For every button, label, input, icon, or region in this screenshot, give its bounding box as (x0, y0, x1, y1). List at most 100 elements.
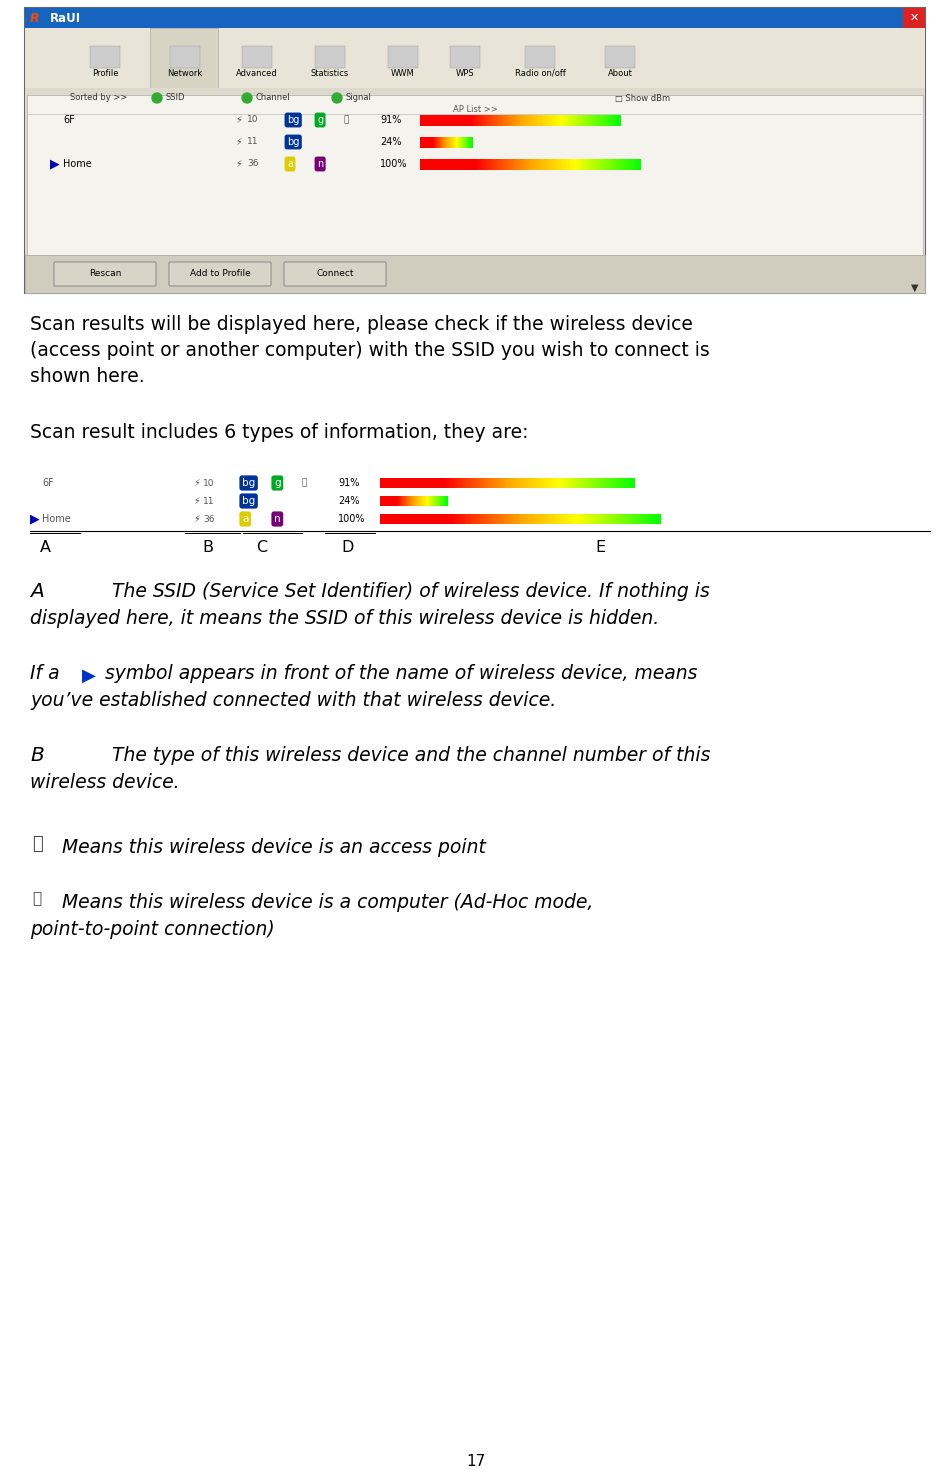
Bar (406, 515, 409, 524)
Bar (496, 515, 499, 524)
Bar (644, 515, 647, 524)
Text: g: g (274, 478, 281, 488)
Bar (468, 115, 471, 126)
Bar (464, 515, 467, 524)
Bar (545, 115, 547, 126)
Bar (429, 495, 430, 506)
Text: 100%: 100% (380, 160, 407, 169)
Bar (437, 160, 438, 170)
Bar (399, 478, 401, 488)
Bar (577, 160, 580, 170)
Bar (525, 160, 527, 170)
Bar (578, 115, 580, 126)
Bar (613, 115, 615, 126)
Text: Means this wireless device is a computer (Ad-Hoc mode,: Means this wireless device is a computer… (62, 893, 593, 913)
Text: ⚡: ⚡ (193, 495, 200, 506)
Bar (576, 115, 579, 126)
Text: 10: 10 (203, 479, 215, 488)
Bar (555, 160, 558, 170)
Bar (588, 478, 590, 488)
Bar (435, 495, 436, 506)
Bar (462, 478, 465, 488)
Bar (441, 495, 442, 506)
Bar (428, 115, 431, 126)
Bar (431, 495, 432, 506)
Bar (638, 160, 641, 170)
Bar (420, 495, 422, 506)
Bar (478, 115, 480, 126)
Bar (470, 115, 472, 126)
Bar (429, 495, 430, 506)
Bar (572, 515, 574, 524)
Text: ▶: ▶ (30, 513, 40, 525)
Bar (446, 160, 448, 170)
Text: shown here.: shown here. (30, 367, 145, 386)
Bar (382, 515, 385, 524)
Bar (455, 515, 457, 524)
Bar (427, 115, 429, 126)
Bar (514, 115, 515, 126)
Bar (590, 478, 592, 488)
Bar (513, 515, 515, 524)
Text: B: B (30, 745, 44, 765)
Bar (392, 495, 393, 506)
Bar (438, 160, 440, 170)
Bar (445, 495, 446, 506)
Bar (393, 478, 396, 488)
Bar (550, 478, 552, 488)
Bar (457, 515, 460, 524)
Bar (624, 478, 626, 488)
Bar (555, 478, 558, 488)
Bar (458, 115, 460, 126)
Bar (420, 495, 421, 506)
Bar (595, 115, 597, 126)
Bar (439, 495, 441, 506)
Text: 11: 11 (247, 138, 259, 146)
Bar (401, 495, 403, 506)
Bar (392, 515, 395, 524)
Bar (411, 495, 413, 506)
Text: B: B (203, 540, 214, 555)
Bar (537, 160, 539, 170)
Bar (522, 478, 524, 488)
Bar (480, 115, 482, 126)
Bar (467, 478, 470, 488)
Bar (494, 160, 495, 170)
Circle shape (152, 93, 162, 104)
Bar (560, 515, 562, 524)
Bar (396, 495, 397, 506)
Bar (422, 495, 423, 506)
Bar (550, 115, 553, 126)
Bar (438, 495, 439, 506)
Bar (618, 515, 621, 524)
Bar (530, 160, 533, 170)
Bar (581, 160, 584, 170)
Bar (445, 515, 448, 524)
Text: 36: 36 (247, 160, 259, 169)
Bar (518, 115, 520, 126)
Bar (433, 495, 434, 506)
Bar (427, 495, 428, 506)
Bar (561, 160, 564, 170)
Bar (623, 515, 626, 524)
Bar (383, 495, 384, 506)
Bar (598, 160, 600, 170)
Bar (599, 515, 602, 524)
Bar (560, 115, 562, 126)
Bar (383, 495, 384, 506)
Bar (443, 515, 446, 524)
Bar (389, 515, 392, 524)
Bar (477, 478, 480, 488)
FancyBboxPatch shape (284, 262, 386, 285)
Bar (543, 160, 545, 170)
Bar (532, 515, 534, 524)
Bar (527, 115, 529, 126)
Bar (452, 115, 454, 126)
Bar (495, 115, 497, 126)
Bar (417, 515, 420, 524)
Bar (417, 495, 418, 506)
Bar (476, 115, 479, 126)
Text: g: g (317, 115, 323, 126)
Text: 🔒: 🔒 (302, 479, 307, 488)
Bar (634, 515, 637, 524)
